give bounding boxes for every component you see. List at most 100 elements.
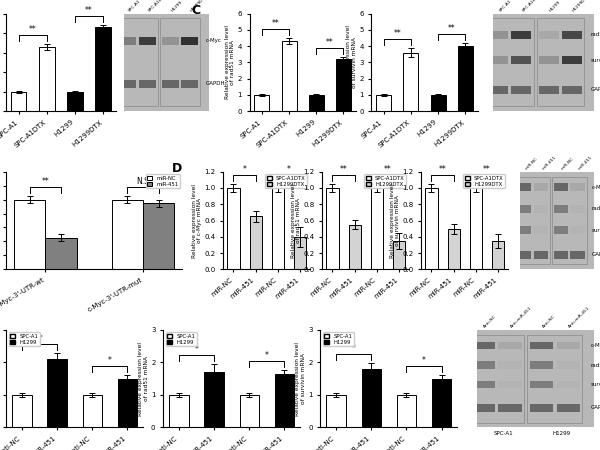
Legend: SPC-A1DTX, H1299DTX: SPC-A1DTX, H1299DTX — [463, 174, 505, 188]
Bar — [83, 395, 102, 428]
Y-axis label: Relative expression level
of survivin mRNA: Relative expression level of survivin mR… — [295, 342, 306, 416]
Text: **: ** — [35, 334, 43, 343]
Bar — [534, 226, 548, 234]
Bar — [571, 184, 585, 191]
Bar — [511, 86, 532, 94]
Bar — [534, 205, 548, 213]
Bar — [539, 86, 559, 94]
Bar — [557, 381, 580, 388]
Legend: SPC-A1, H1299: SPC-A1, H1299 — [323, 333, 354, 346]
Bar — [275, 374, 294, 428]
Bar — [118, 379, 137, 428]
Bar — [12, 395, 32, 428]
Bar — [119, 80, 136, 88]
Bar — [448, 229, 460, 269]
Bar — [362, 369, 381, 428]
Text: GAPDH: GAPDH — [590, 405, 600, 410]
Bar — [554, 226, 568, 234]
Text: **: ** — [439, 165, 446, 174]
Bar — [499, 361, 521, 369]
Legend: SPC-A1DTX, H1299DTX: SPC-A1DTX, H1299DTX — [265, 174, 307, 188]
Text: miR-451: miR-451 — [578, 155, 593, 171]
Bar — [486, 18, 533, 106]
Bar — [432, 379, 451, 428]
Text: **: ** — [41, 177, 49, 186]
Bar — [250, 216, 262, 269]
Bar — [143, 203, 175, 269]
Text: Anti-miR-451: Anti-miR-451 — [510, 306, 533, 329]
Bar — [397, 395, 416, 428]
Bar — [46, 238, 77, 269]
Text: SPC-A1: SPC-A1 — [493, 432, 513, 436]
Y-axis label: Relative expression level
of survivin mRNA: Relative expression level of survivin mR… — [389, 184, 400, 257]
Text: **: ** — [384, 165, 392, 174]
Text: **: ** — [272, 19, 280, 28]
Text: c-Myc: c-Myc — [592, 185, 600, 190]
Text: miR-NC: miR-NC — [524, 157, 538, 171]
Bar — [517, 205, 532, 213]
Text: Anti-miR-451: Anti-miR-451 — [568, 306, 592, 329]
Bar — [530, 342, 553, 349]
Bar — [112, 200, 143, 269]
Bar — [562, 31, 582, 39]
Bar — [47, 359, 67, 428]
Bar — [530, 361, 553, 369]
Text: Anti-NC: Anti-NC — [483, 314, 498, 329]
Bar — [530, 381, 553, 388]
Bar — [488, 56, 508, 64]
Bar — [472, 342, 495, 349]
Text: **: ** — [394, 29, 401, 38]
Text: H1299DTX: H1299DTX — [190, 0, 209, 13]
Bar — [11, 92, 26, 111]
Text: D: D — [172, 162, 182, 175]
Bar — [517, 226, 532, 234]
Y-axis label: Relative expression level
of c-Myc mRNA: Relative expression level of c-Myc mRNA — [191, 184, 202, 257]
Bar — [67, 92, 83, 111]
Bar — [431, 95, 446, 111]
Bar — [499, 342, 521, 349]
Bar — [470, 188, 482, 269]
Bar — [118, 18, 158, 106]
Legend: miR-NC, miR-451: miR-NC, miR-451 — [146, 174, 180, 188]
Bar — [539, 31, 559, 39]
Legend: SPC-A1DTX, H1299DTX: SPC-A1DTX, H1299DTX — [364, 174, 406, 188]
Text: GAPDH: GAPDH — [592, 252, 600, 257]
Bar — [488, 31, 508, 39]
Y-axis label: Relative expression level
of rad51 mRNA: Relative expression level of rad51 mRNA — [290, 184, 301, 257]
Bar — [554, 251, 568, 259]
Legend: SPC-A1, H1299: SPC-A1, H1299 — [8, 333, 40, 346]
Bar — [349, 225, 361, 269]
Text: **: ** — [29, 25, 37, 34]
Text: *: * — [242, 165, 247, 174]
Bar — [371, 188, 383, 269]
Text: C: C — [191, 4, 200, 17]
Bar — [14, 200, 46, 269]
Text: miR-NC: miR-NC — [561, 157, 575, 171]
Bar — [39, 47, 55, 111]
Bar — [169, 395, 188, 428]
Text: survivin: survivin — [590, 382, 600, 387]
Bar — [181, 80, 199, 88]
Text: *: * — [265, 351, 269, 360]
Bar — [254, 95, 269, 111]
Text: N.S: N.S — [137, 177, 149, 186]
Bar — [119, 37, 136, 45]
Text: c-Myc: c-Myc — [590, 343, 600, 348]
Bar — [527, 335, 583, 423]
Bar — [511, 31, 532, 39]
Bar — [539, 56, 559, 64]
Text: GAPDH: GAPDH — [591, 87, 600, 92]
Bar — [534, 184, 548, 191]
Bar — [562, 56, 582, 64]
Bar — [554, 205, 568, 213]
Text: GAPDH: GAPDH — [206, 81, 226, 86]
Text: **: ** — [448, 24, 455, 33]
Bar — [205, 372, 224, 428]
Bar — [557, 342, 580, 349]
Bar — [571, 205, 585, 213]
Bar — [336, 59, 351, 111]
Bar — [326, 188, 338, 269]
Text: rad51: rad51 — [591, 32, 600, 37]
Bar — [139, 80, 156, 88]
Text: c-Myc: c-Myc — [206, 38, 222, 43]
